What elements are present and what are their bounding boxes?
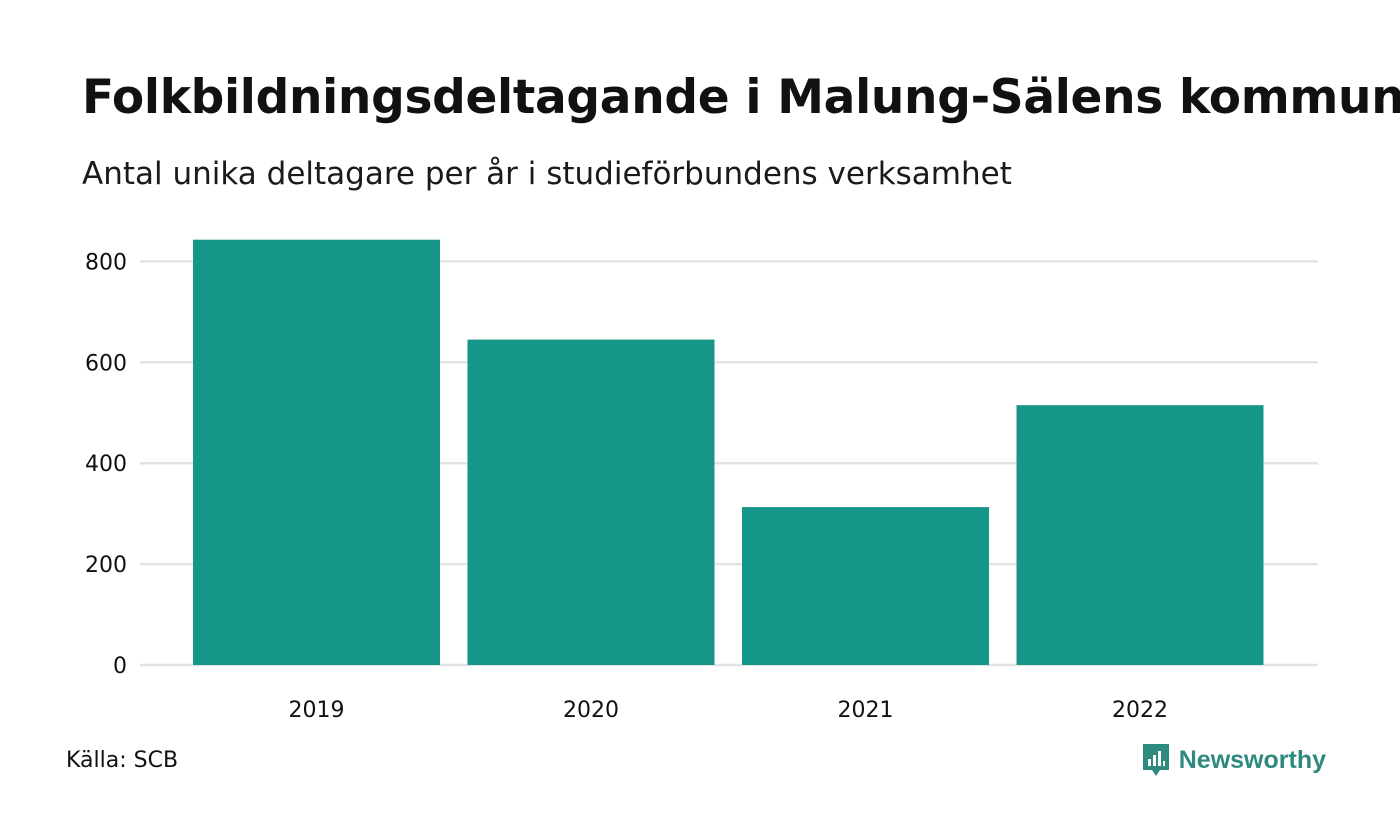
bar-2019 bbox=[193, 239, 440, 666]
chart-title: Folkbildningsdeltagande i Malung-Sälens … bbox=[82, 70, 1400, 125]
y-tick-label: 800 bbox=[85, 250, 127, 275]
bar-chart: 0 200 400 600 800 2019 2020 2021 2022 bbox=[85, 239, 1318, 723]
bar-2020 bbox=[467, 339, 715, 665]
y-tick-label: 400 bbox=[85, 452, 127, 477]
newsworthy-icon bbox=[1142, 744, 1169, 776]
y-tick-label: 200 bbox=[85, 553, 127, 578]
source-label: Källa: SCB bbox=[66, 748, 179, 773]
x-tick-label: 2020 bbox=[563, 698, 619, 723]
bar-2021 bbox=[742, 507, 989, 665]
y-tick-label: 600 bbox=[85, 351, 127, 376]
chart-subtitle: Antal unika deltagare per år i studieför… bbox=[82, 156, 1012, 192]
x-tick-label: 2021 bbox=[838, 698, 894, 723]
x-tick-label: 2019 bbox=[289, 698, 345, 723]
x-tick-label: 2022 bbox=[1112, 698, 1168, 723]
y-tick-label: 0 bbox=[113, 654, 127, 679]
brand-logo: Newsworthy bbox=[1141, 742, 1326, 778]
bar-2022 bbox=[1016, 405, 1264, 665]
brand-name: Newsworthy bbox=[1178, 745, 1326, 774]
